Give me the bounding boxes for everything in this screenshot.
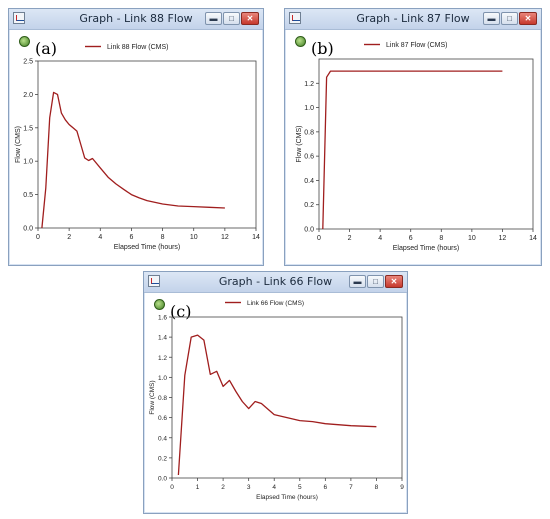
x-tick-label: 6: [324, 484, 328, 491]
series-line: [177, 334, 377, 476]
x-tick-label: 10: [190, 234, 198, 241]
legend-label: Link 88 Flow (CMS): [107, 44, 168, 51]
panel-label: (a): [35, 39, 58, 58]
graph-window-link-66: Graph - Link 66 Flow ▬ □ ✕ (c) 0 1 2 3 4 5 6 7 8…: [143, 271, 408, 514]
panel-label: (c): [170, 302, 192, 321]
y-tick-label: 0.0: [304, 227, 314, 234]
plot-frame: [171, 316, 403, 479]
y-tick-label: 1.0: [304, 105, 314, 112]
flow-icon: [19, 36, 30, 47]
x-axis-label: Elapsed Time (hours): [393, 245, 460, 252]
y-tick-label: 2.0: [23, 92, 33, 99]
x-axis-label: Elapsed Time (hours): [114, 244, 181, 251]
y-axis-label: Flow (CMS): [15, 126, 22, 163]
x-tick-label: 14: [529, 235, 537, 242]
close-button[interactable]: ✕: [241, 12, 259, 25]
plot-frame: [318, 58, 534, 230]
flow-chart: 0 1 2 3 4 5 6 7 8 9 0.0 0.2 0.4 0.6 0.8 1.0 1.2 1.4 1.6 Ela…: [149, 300, 404, 501]
x-tick-label: 12: [499, 235, 507, 242]
flow-chart: 0 2 4 6 8 10 12 14 0.0 0.2 0.4 0.6 0.8 1.0 1.2 Elapsed …: [296, 42, 537, 252]
graph-window-link-87: Graph - Link 87 Flow ▬ □ ✕ (b) 0 2 4 6 8 10 12…: [284, 8, 542, 266]
y-tick-label: 1.0: [23, 159, 33, 166]
y-tick-label: 0.4: [158, 435, 167, 442]
x-tick-label: 6: [409, 235, 413, 242]
window-title: Graph - Link 87 Flow: [356, 12, 470, 25]
x-tick-label: 5: [298, 484, 302, 491]
y-tick-label: 0.6: [304, 154, 314, 161]
y-tick-label: 0.0: [23, 226, 33, 233]
y-tick-label: 1.6: [158, 315, 167, 322]
plot-frame: [37, 60, 257, 229]
x-tick-label: 7: [349, 484, 353, 491]
y-axis-label: Flow (CMS): [296, 126, 303, 163]
x-tick-label: 3: [247, 484, 251, 491]
x-tick-label: 4: [378, 235, 382, 242]
title-bar[interactable]: Graph - Link 88 Flow ▬ □ ✕: [9, 9, 263, 30]
x-tick-label: 0: [36, 234, 40, 241]
window-title: Graph - Link 88 Flow: [79, 12, 193, 25]
panel-label: (b): [311, 39, 334, 58]
x-tick-label: 8: [161, 234, 165, 241]
x-tick-label: 12: [221, 234, 229, 241]
x-tick-label: 8: [375, 484, 379, 491]
y-tick-label: 1.5: [23, 125, 33, 132]
graph-window-link-88: Graph - Link 88 Flow ▬ □ ✕ (a) 0 2 4 6 8 10 12…: [8, 8, 264, 266]
x-tick-label: 2: [67, 234, 71, 241]
legend-label: Link 66 Flow (CMS): [247, 300, 304, 307]
maximize-button[interactable]: □: [367, 275, 384, 288]
y-tick-label: 2.5: [23, 59, 33, 66]
y-tick-label: 0.6: [158, 415, 167, 422]
window-title: Graph - Link 66 Flow: [218, 275, 333, 288]
y-tick-label: 0.5: [23, 192, 33, 199]
x-tick-label: 6: [129, 234, 133, 241]
x-tick-label: 2: [348, 235, 352, 242]
x-tick-label: 4: [98, 234, 102, 241]
y-tick-label: 0.2: [304, 202, 314, 209]
y-tick-label: 0.4: [304, 178, 314, 185]
y-axis-label: Flow (CMS): [149, 380, 156, 414]
x-tick-label: 9: [400, 484, 404, 491]
y-tick-label: 0.2: [158, 455, 167, 462]
y-tick-label: 0.8: [304, 129, 314, 136]
title-bar[interactable]: Graph - Link 66 Flow ▬ □ ✕: [144, 272, 407, 293]
x-axis-label: Elapsed Time (hours): [256, 494, 318, 501]
graph-app-icon: [289, 12, 301, 24]
flow-chart: 0 2 4 6 8 10 12 14 0.0 0.5 1.0 1.5 2.0 2.5 Elapsed Tim…: [15, 44, 260, 251]
y-tick-label: 1.4: [158, 335, 167, 342]
series-line: [41, 91, 225, 229]
minimize-button[interactable]: ▬: [205, 12, 222, 25]
flow-icon: [295, 36, 306, 47]
y-tick-label: 0.8: [158, 395, 167, 402]
close-button[interactable]: ✕: [519, 12, 537, 25]
x-tick-label: 0: [170, 484, 174, 491]
x-tick-label: 4: [272, 484, 276, 491]
flow-icon: [154, 299, 165, 310]
x-tick-label: 1: [196, 484, 200, 491]
close-button[interactable]: ✕: [385, 275, 403, 288]
graph-app-icon: [148, 275, 160, 287]
minimize-button[interactable]: ▬: [483, 12, 500, 25]
maximize-button[interactable]: □: [501, 12, 518, 25]
maximize-button[interactable]: □: [223, 12, 240, 25]
y-tick-label: 1.2: [158, 355, 167, 362]
x-tick-label: 2: [221, 484, 225, 491]
x-tick-label: 14: [252, 234, 260, 241]
y-tick-label: 1.2: [304, 81, 314, 88]
series-line: [322, 70, 503, 230]
y-tick-label: 0.0: [158, 476, 167, 483]
x-tick-label: 0: [317, 235, 321, 242]
graph-app-icon: [13, 12, 25, 24]
y-tick-label: 1.0: [158, 375, 167, 382]
minimize-button[interactable]: ▬: [349, 275, 366, 288]
x-tick-label: 10: [468, 235, 476, 242]
x-tick-label: 8: [439, 235, 443, 242]
title-bar[interactable]: Graph - Link 87 Flow ▬ □ ✕: [285, 9, 541, 30]
legend-label: Link 87 Flow (CMS): [386, 42, 447, 49]
